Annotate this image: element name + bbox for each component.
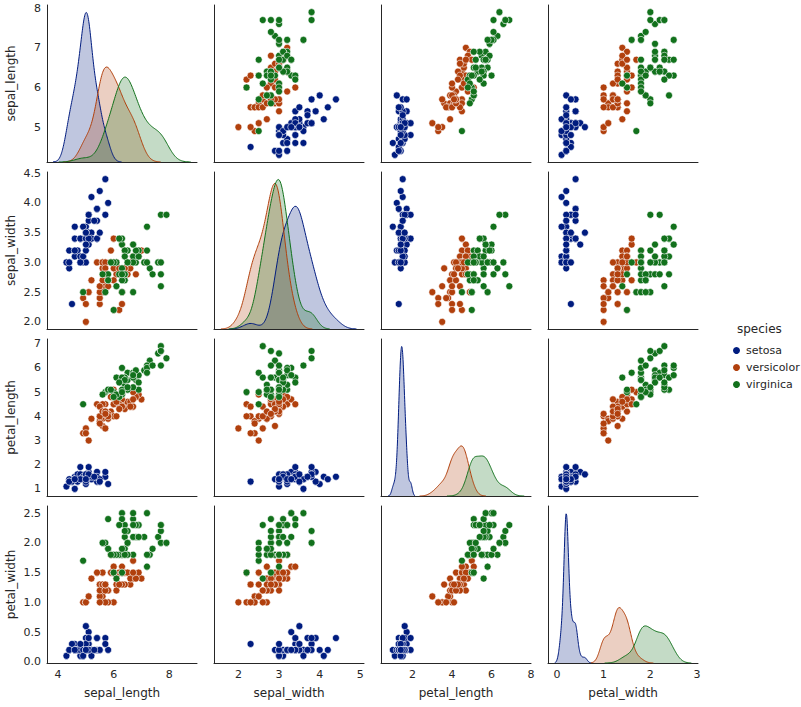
svg-text:3.5: 3.5 [24, 226, 42, 239]
svg-text:4: 4 [449, 668, 456, 681]
svg-text:2: 2 [647, 668, 654, 681]
svg-text:2.5: 2.5 [24, 507, 42, 520]
svg-text:petal_length: petal_length [4, 380, 18, 455]
svg-text:petal_length: petal_length [419, 686, 494, 700]
svg-text:3: 3 [34, 434, 41, 447]
svg-text:versicolor: versicolor [746, 361, 800, 374]
svg-text:0.5: 0.5 [24, 626, 42, 639]
svg-text:sepal_length: sepal_length [4, 45, 18, 121]
svg-text:7: 7 [34, 337, 41, 350]
svg-text:5: 5 [34, 121, 41, 134]
svg-text:4: 4 [34, 410, 41, 423]
svg-text:species: species [737, 322, 782, 336]
svg-text:6: 6 [488, 668, 495, 681]
svg-text:4: 4 [316, 668, 323, 681]
svg-text:setosa: setosa [746, 344, 782, 357]
svg-text:2: 2 [235, 668, 242, 681]
svg-text:6: 6 [34, 361, 41, 374]
svg-text:sepal_width: sepal_width [253, 686, 324, 700]
svg-text:4.0: 4.0 [24, 196, 42, 209]
svg-text:8: 8 [34, 2, 41, 15]
svg-text:sepal_width: sepal_width [4, 215, 18, 286]
svg-text:5: 5 [357, 668, 364, 681]
svg-text:0: 0 [553, 668, 560, 681]
svg-text:6: 6 [34, 81, 41, 94]
svg-text:2.0: 2.0 [24, 315, 42, 328]
svg-text:7: 7 [34, 41, 41, 54]
svg-text:8: 8 [166, 668, 173, 681]
svg-text:3: 3 [276, 668, 283, 681]
svg-text:1: 1 [34, 482, 41, 495]
svg-text:sepal_length: sepal_length [84, 686, 160, 700]
svg-text:2: 2 [34, 458, 41, 471]
svg-text:1.0: 1.0 [24, 596, 42, 609]
svg-text:petal_width: petal_width [4, 550, 18, 619]
svg-text:4.5: 4.5 [24, 167, 42, 180]
svg-text:2.0: 2.0 [24, 536, 42, 549]
svg-text:1.5: 1.5 [24, 566, 42, 579]
svg-text:0.0: 0.0 [24, 655, 42, 668]
svg-text:8: 8 [528, 668, 535, 681]
svg-text:1: 1 [600, 668, 607, 681]
svg-text:virginica: virginica [746, 378, 793, 391]
svg-text:3.0: 3.0 [24, 256, 42, 269]
svg-text:petal_width: petal_width [588, 686, 657, 700]
svg-text:3: 3 [694, 668, 701, 681]
svg-text:2.5: 2.5 [24, 286, 42, 299]
svg-text:6: 6 [110, 668, 117, 681]
svg-text:2: 2 [409, 668, 416, 681]
svg-text:5: 5 [34, 386, 41, 399]
svg-text:4: 4 [55, 668, 62, 681]
